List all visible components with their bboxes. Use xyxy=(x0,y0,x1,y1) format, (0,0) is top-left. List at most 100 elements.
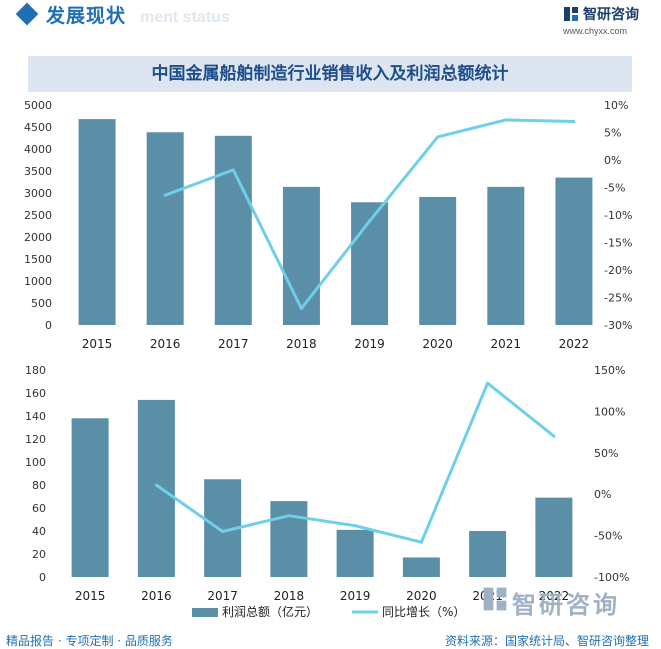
growth-point xyxy=(154,483,158,487)
bar xyxy=(78,119,116,325)
growth-point xyxy=(231,168,235,172)
y-right-tick-label: -100% xyxy=(594,571,629,584)
revenue-chart: 0 500 1000 1500 2000 2500 3000 3500 4000 4500 5000… xyxy=(24,99,632,351)
growth-point xyxy=(163,193,167,197)
bar xyxy=(214,135,252,325)
y-left-tick-label: 60 xyxy=(32,502,46,515)
chart-title: 中国金属船舶制造行业销售收入及利润总额统计 xyxy=(151,64,509,84)
bar xyxy=(487,186,525,325)
y-left-tick-label: 0 xyxy=(39,571,46,584)
bar xyxy=(71,418,109,577)
y-left-tick-label: 500 xyxy=(31,297,52,310)
y-left-tick-label: 3500 xyxy=(24,165,52,178)
watermark-text: 智研咨询 xyxy=(512,591,620,619)
growth-point xyxy=(572,120,576,123)
section-subtitle: ment status xyxy=(140,9,230,26)
legend-bar-label: 利润总额（亿元） xyxy=(222,604,318,619)
x-tick-label: 2015 xyxy=(82,337,113,351)
brand-mark-icon xyxy=(564,7,578,21)
y-left-tick-label: 4000 xyxy=(24,143,52,156)
y-right-tick-label: -20% xyxy=(604,264,632,277)
brand-url: www.chyxx.com xyxy=(563,26,628,36)
x-tick-label: 2015 xyxy=(75,589,106,603)
growth-point xyxy=(504,118,508,122)
y-left-tick-label: 180 xyxy=(25,364,46,377)
bar xyxy=(282,186,320,325)
y-right-tick-label: 150% xyxy=(594,364,625,377)
growth-point xyxy=(287,514,291,518)
y-left-tick-label: 40 xyxy=(32,525,46,538)
y-left-tick-label: 4500 xyxy=(24,121,52,134)
x-tick-label: 2022 xyxy=(559,337,590,351)
growth-point xyxy=(299,307,303,310)
x-tick-label: 2017 xyxy=(207,589,238,603)
y-left-tick-label: 140 xyxy=(25,410,46,423)
y-left-tick-label: 3000 xyxy=(24,187,52,200)
y-right-tick-label: -25% xyxy=(604,292,632,305)
y-right-tick-label: 5% xyxy=(604,127,621,140)
y-left-tick-label: 5000 xyxy=(24,99,52,112)
watermark-mark-icon xyxy=(483,587,507,611)
x-tick-label: 2016 xyxy=(141,589,172,603)
bar xyxy=(270,501,308,577)
legend-bar-swatch xyxy=(192,608,218,617)
y-left-tick-label: 160 xyxy=(25,387,46,400)
profit-chart: 0 20 40 60 80 100 120 140 160 180 -100% -50% 0% 50% 10… xyxy=(25,364,629,619)
x-tick-label: 2019 xyxy=(340,589,371,603)
watermark-logo: 智研咨询 xyxy=(482,583,652,619)
x-tick-label: 2020 xyxy=(406,589,437,603)
footer-tagline: 精品报告 · 专项定制 · 品质服务 xyxy=(6,634,173,648)
bar xyxy=(137,399,175,577)
x-tick-label: 2016 xyxy=(150,337,181,351)
header: 发展现状 ment status 智研咨询 www.chyxx.com xyxy=(0,0,661,44)
growth-point xyxy=(368,219,372,223)
bar xyxy=(146,132,184,325)
y-right-tick-label: -30% xyxy=(604,319,632,332)
growth-point xyxy=(353,524,357,528)
growth-point xyxy=(419,540,423,544)
y-left-tick-label: 1000 xyxy=(24,275,52,288)
growth-point xyxy=(221,529,225,533)
y-right-tick-label: 50% xyxy=(594,447,618,460)
x-tick-label: 2018 xyxy=(286,337,317,351)
y-right-tick-label: 0% xyxy=(594,488,611,501)
y-right-tick-label: 0% xyxy=(604,154,621,167)
y-left-tick-label: 120 xyxy=(25,433,46,446)
bar xyxy=(555,177,593,325)
x-tick-label: 2019 xyxy=(354,337,385,351)
y-right-tick-label: -50% xyxy=(594,530,622,543)
footer: 精品报告 · 专项定制 · 品质服务 资料来源：国家统计局、智研咨询整理 xyxy=(0,628,661,649)
y-right-tick-label: 10% xyxy=(604,99,628,112)
bar xyxy=(535,497,573,577)
bar xyxy=(336,529,374,577)
y-left-tick-label: 0 xyxy=(45,319,52,332)
x-tick-label: 2020 xyxy=(422,337,453,351)
y-left-tick-label: 100 xyxy=(25,456,46,469)
y-left-tick-label: 2500 xyxy=(24,209,52,222)
y-right-tick-label: -5% xyxy=(604,182,625,195)
diamond-icon xyxy=(15,2,39,26)
y-left-tick-label: 2000 xyxy=(24,231,52,244)
growth-point xyxy=(486,381,490,385)
brand-logo: 智研咨询 www.chyxx.com xyxy=(563,4,659,40)
y-right-tick-label: -10% xyxy=(604,209,632,222)
section-title: 发展现状 xyxy=(46,5,127,27)
x-tick-label: 2017 xyxy=(218,337,249,351)
x-tick-label: 2018 xyxy=(274,589,305,603)
bar xyxy=(469,531,507,577)
y-right-tick-label: -15% xyxy=(604,237,632,250)
legend-line-label: 同比增长（%） xyxy=(382,605,465,619)
footer-source: 资料来源：国家统计局、智研咨询整理 xyxy=(444,634,649,648)
bar xyxy=(402,557,440,577)
brand-name: 智研咨询 xyxy=(583,7,639,23)
y-left-tick-label: 1500 xyxy=(24,253,52,266)
y-right-tick-label: 100% xyxy=(594,405,625,418)
growth-point xyxy=(552,434,556,438)
x-tick-label: 2021 xyxy=(491,337,522,351)
y-left-tick-label: 20 xyxy=(32,548,46,561)
y-left-tick-label: 80 xyxy=(32,479,46,492)
chart-title-bar: 中国金属船舶制造行业销售收入及利润总额统计 xyxy=(28,56,632,92)
growth-point xyxy=(436,135,440,139)
bar xyxy=(419,196,457,325)
x-tick-label: 2022 xyxy=(539,589,570,603)
